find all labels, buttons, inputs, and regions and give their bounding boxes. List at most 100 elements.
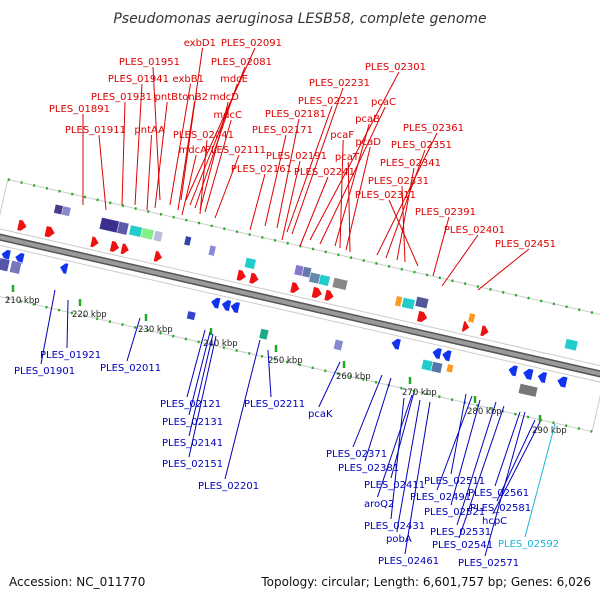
reverse-gene-arrow	[221, 299, 232, 312]
reverse-gene-leader	[267, 349, 272, 398]
forward-gene-leader	[396, 167, 415, 261]
reverse-gene-leader	[40, 289, 56, 365]
forward-gene-label: PLES_01931	[91, 92, 152, 103]
forward-gene-label: pntB	[155, 92, 179, 103]
reverse-gene-arrow	[522, 368, 535, 381]
reverse-gene-leader	[494, 411, 521, 487]
forward-gene-label: PLES_02451	[495, 239, 556, 250]
forward-gene-arrow	[89, 235, 100, 248]
forward-gene-leader	[309, 71, 400, 241]
forward-gene-label: PLES_02091	[221, 38, 282, 49]
axis-tick-label: 250 kbp	[268, 356, 303, 366]
axis-tick-label: 230 kbp	[138, 325, 173, 335]
genome-title: Pseudomonas aeruginosa LESB58, complete …	[113, 11, 486, 27]
forward-gene-label: pcaF	[330, 130, 354, 141]
forward-gene-leader	[319, 106, 386, 245]
forward-gene-leader	[121, 101, 126, 206]
forward-gene-leader	[347, 161, 351, 253]
forward-gene-label: PLES_02161	[231, 164, 292, 175]
reverse-gene-arrow	[556, 375, 569, 389]
forward-gene-leader	[477, 248, 530, 291]
reverse-gene-label: PLES_02201	[198, 481, 259, 492]
annotation-block	[258, 328, 270, 341]
annotation-block	[183, 235, 192, 247]
axis-tick-label: 220 kbp	[72, 310, 107, 320]
reverse-gene-label: PLES_02151	[162, 459, 223, 470]
reverse-gene-label: PLES_01901	[14, 366, 75, 377]
forward-gene-arrow	[248, 271, 260, 285]
forward-gene-label: PLES_02391	[415, 207, 476, 218]
reverse-gene-arrow	[441, 349, 453, 362]
backbone	[0, 235, 600, 376]
reverse-gene-arrow	[14, 252, 26, 265]
forward-gene-label: PLES_02241	[294, 167, 355, 178]
reverse-gene-label: PLES_02511	[424, 476, 485, 487]
reverse-gene-arrow	[229, 301, 241, 314]
genome-stats-label: Topology: circular; Length: 6,601,757 bp…	[260, 575, 591, 589]
outer-guide-line	[7, 178, 600, 316]
forward-gene-leader	[199, 101, 229, 211]
annotation-block	[61, 205, 72, 217]
forward-gene-arrow	[461, 320, 470, 333]
forward-gene-leader	[180, 47, 203, 201]
forward-gene-leader	[214, 154, 240, 219]
annotation-block	[116, 220, 130, 236]
forward-gene-arrow	[310, 286, 323, 299]
reverse-gene-arrow	[431, 347, 443, 360]
forward-gene-label: PLES_02041	[173, 130, 234, 141]
accession-label: Accession: NC_011770	[9, 575, 145, 589]
forward-gene-leader	[264, 134, 287, 227]
forward-gene-arrow	[289, 281, 301, 294]
forward-gene-leader	[185, 47, 256, 201]
forward-gene-leader	[134, 83, 143, 206]
forward-gene-label: PLES_02171	[252, 125, 313, 136]
forward-gene-leader	[177, 101, 195, 211]
reverse-gene-leader	[396, 399, 421, 533]
forward-gene-label: PLES_02181	[265, 109, 326, 120]
forward-gene-leader	[286, 105, 333, 233]
reverse-gene-label: PLES_02121	[160, 399, 221, 410]
forward-gene-leader	[204, 119, 232, 213]
reverse-gene-leader	[66, 299, 69, 349]
forward-gene-label: PLES_02341	[380, 158, 441, 169]
reverse-gene-leader	[188, 335, 217, 458]
forward-gene-label: mdcD	[210, 92, 240, 103]
reverse-gene-leader	[458, 405, 505, 539]
reverse-gene-leader	[364, 377, 392, 462]
forward-gene-arrow	[152, 250, 163, 263]
reverse-gene-label: PLES_01921	[40, 350, 101, 361]
forward-gene-label: PLES_02351	[391, 140, 452, 151]
forward-gene-label: PLES_02311	[355, 190, 416, 201]
forward-gene-leader	[385, 149, 426, 259]
axis-tick-label: 240 kbp	[203, 339, 238, 349]
forward-gene-label: PLES_02301	[365, 62, 426, 73]
forward-gene-label: pcaT	[335, 152, 360, 163]
annotation-block	[414, 295, 430, 310]
forward-gene-label: exbD1	[184, 38, 216, 49]
forward-gene-leader	[291, 87, 344, 235]
forward-gene-arrow	[119, 242, 130, 255]
forward-gene-label: pntAA	[134, 125, 165, 136]
forward-gene-label: PLES_02081	[211, 57, 272, 68]
forward-gene-label: PLES_02231	[309, 78, 370, 89]
reverse-gene-leader	[404, 401, 431, 555]
reverse-gene-arrow	[210, 297, 222, 310]
forward-gene-label: PLES_02221	[298, 96, 359, 107]
reverse-gene-leader	[390, 391, 415, 479]
forward-gene-leader	[388, 199, 419, 267]
forward-gene-arrow	[323, 289, 335, 302]
reverse-gene-arrow	[0, 249, 12, 262]
reverse-gene-label: PLES_02541	[432, 540, 493, 551]
forward-gene-label: PLES_01951	[119, 57, 180, 68]
forward-gene-label: PLES_01891	[49, 104, 110, 115]
reverse-gene-leader	[496, 419, 536, 502]
reverse-gene-label: PLES_02211	[244, 399, 305, 410]
forward-gene-leader	[154, 101, 168, 209]
reverse-gene-label: PLES_02461	[378, 556, 439, 567]
forward-gene-label: pcaC	[371, 97, 396, 108]
inner-guide-line	[0, 295, 593, 433]
reverse-gene-label: hcpC	[482, 516, 507, 527]
reverse-gene-leader	[126, 317, 141, 362]
gene-labels: exbD1 PLES_02091 PLES_01951 PLES_02081 PLES_…	[14, 38, 559, 569]
